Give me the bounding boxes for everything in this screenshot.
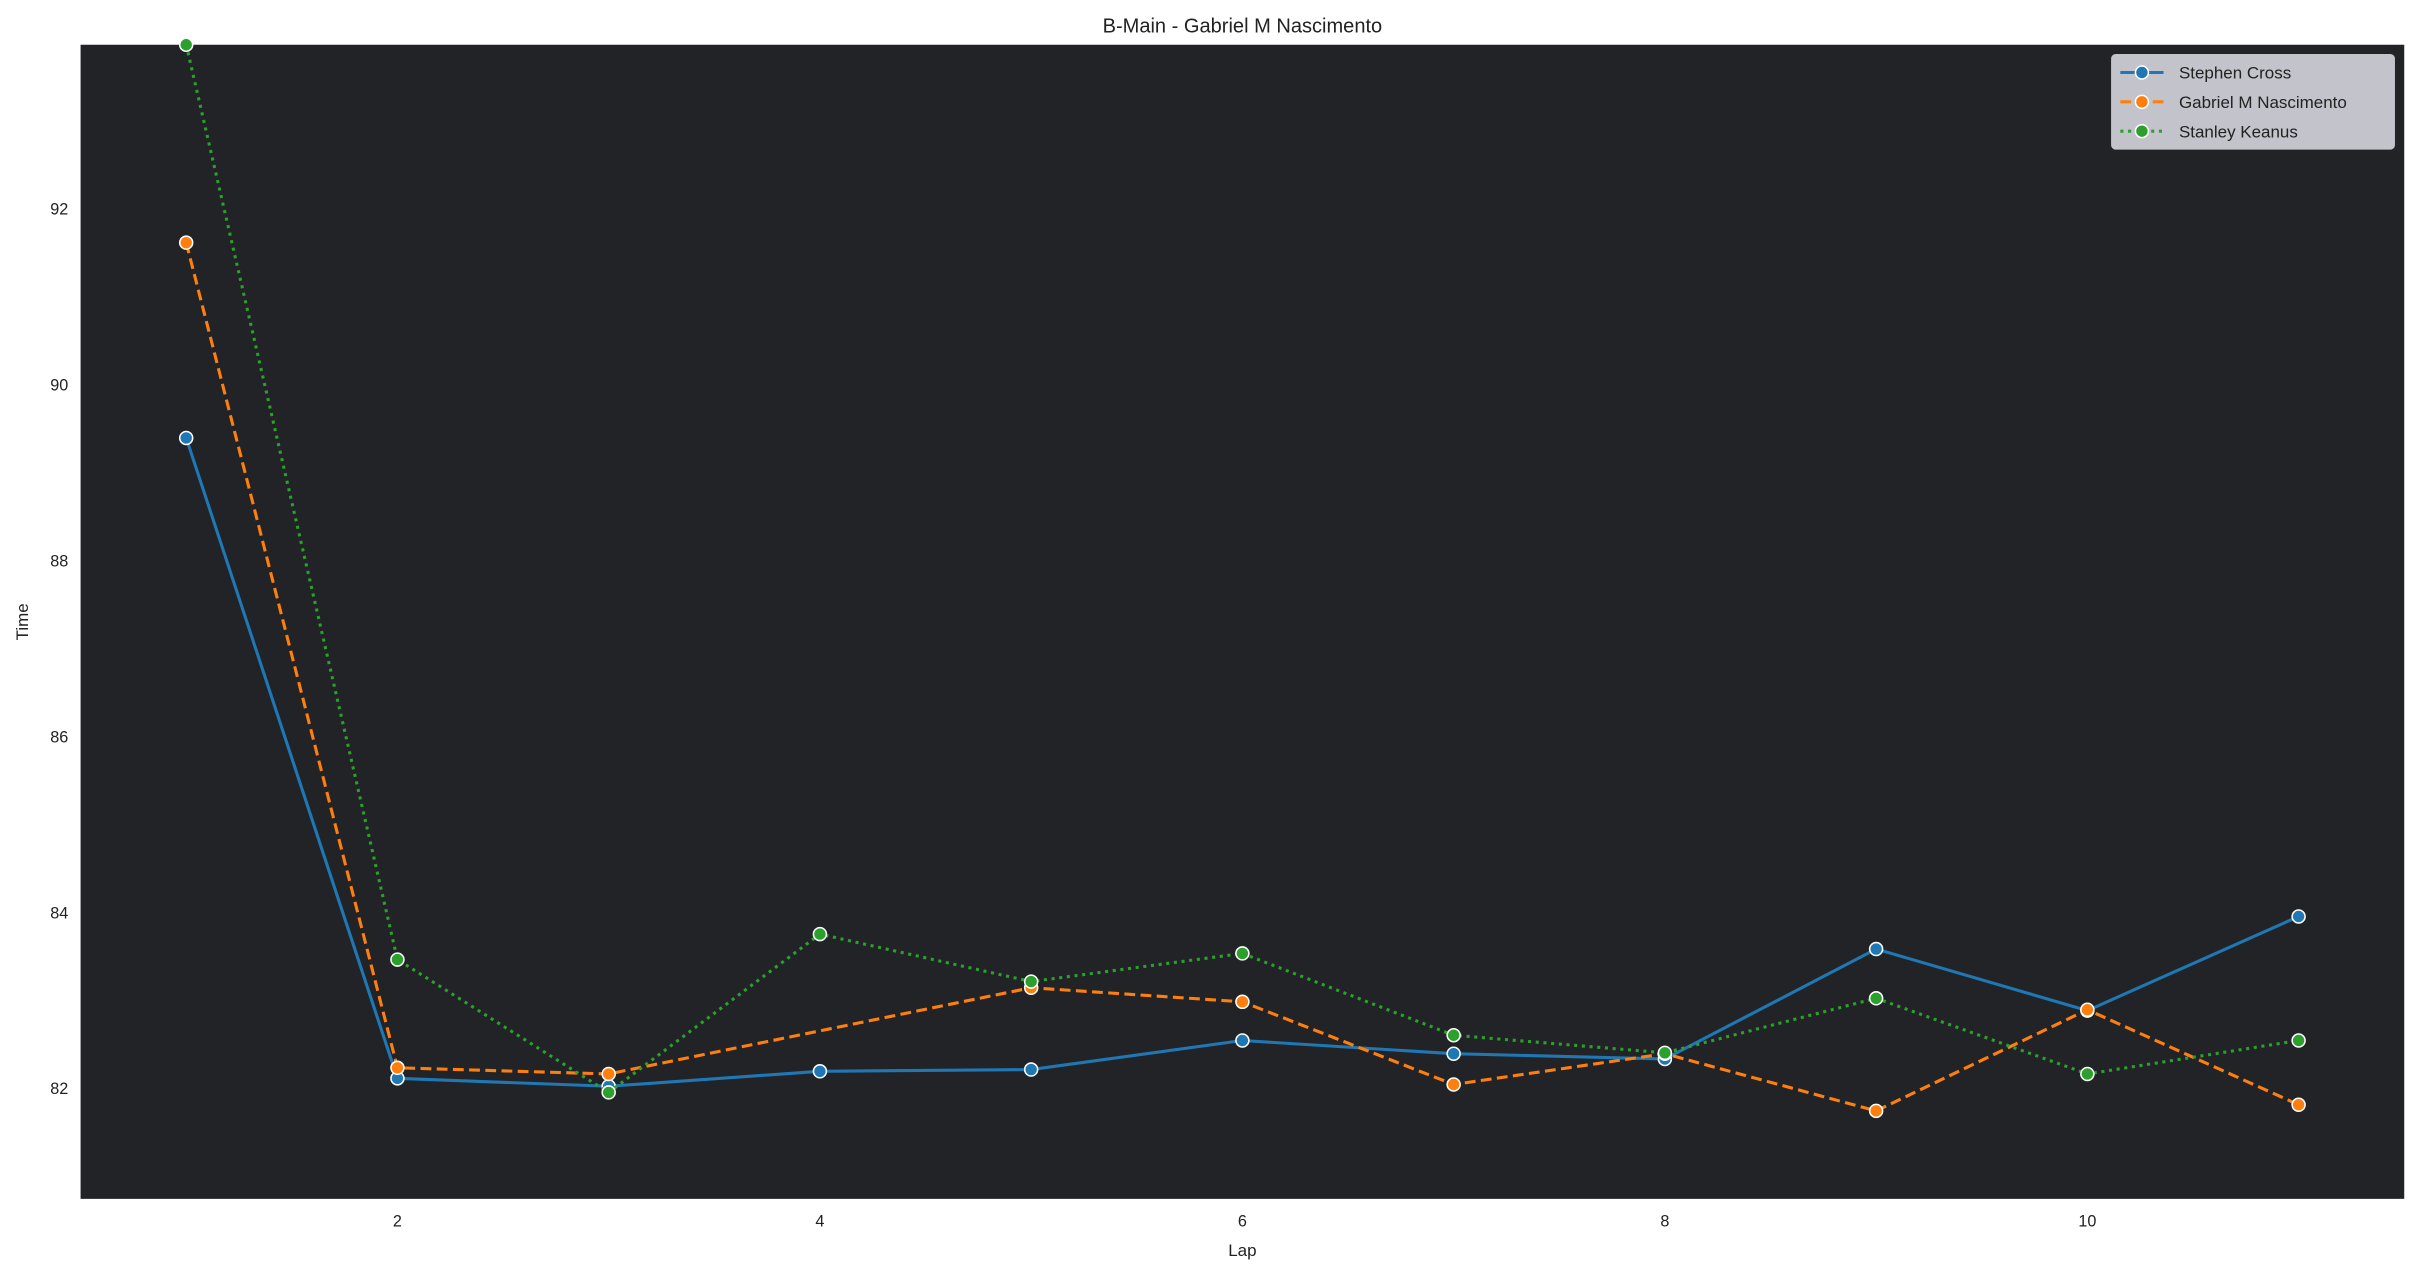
data-point-stanley-keanus	[1023, 974, 1039, 989]
data-point-stanley-keanus	[390, 952, 405, 967]
data-point-stephen-cross	[1023, 1062, 1039, 1077]
x-tick-label: 10	[2078, 1213, 2096, 1231]
data-point-stanley-keanus	[1868, 991, 1884, 1006]
legend-label-stephen-cross: Stephen Cross	[2179, 64, 2291, 83]
x-axis-label: Lap	[1228, 1241, 1256, 1260]
data-point-stanley-keanus	[1235, 946, 1250, 961]
x-tick-label: 8	[1660, 1213, 1669, 1231]
data-point-gabriel-m-nascimento	[601, 1066, 616, 1082]
data-point-stephen-cross	[178, 430, 194, 446]
data-point-stanley-keanus	[1446, 1027, 1461, 1043]
x-tick-label: 6	[1238, 1213, 1247, 1231]
data-point-stephen-cross	[1868, 941, 1884, 957]
series-stanley-keanus	[178, 37, 2306, 1100]
legend: Stephen Cross Gabriel M Nascimento Stanley…	[2111, 54, 2395, 150]
data-point-gabriel-m-nascimento	[2080, 1002, 2095, 1017]
legend-marker-stanley-keanus	[2134, 123, 2150, 139]
y-tick-label: 88	[50, 552, 68, 570]
data-point-stanley-keanus	[178, 37, 194, 52]
y-tick-label: 92	[50, 201, 68, 219]
data-point-gabriel-m-nascimento	[1446, 1077, 1461, 1092]
data-point-gabriel-m-nascimento	[1235, 994, 1250, 1010]
data-point-stephen-cross	[1235, 1033, 1250, 1048]
data-point-stanley-keanus	[812, 926, 828, 942]
y-tick-label: 86	[50, 728, 68, 746]
data-point-stanley-keanus	[601, 1085, 616, 1100]
legend-label-stanley-keanus: Stanley Keanus	[2179, 122, 2298, 141]
data-point-stephen-cross	[812, 1064, 828, 1079]
y-tick-label: 90	[50, 376, 68, 394]
legend-marker-gabriel-m-nascimento	[2134, 94, 2150, 110]
x-tick-label: 4	[815, 1213, 824, 1231]
data-point-gabriel-m-nascimento	[2291, 1097, 2306, 1112]
legend-marker-stephen-cross	[2134, 65, 2150, 80]
y-axis-label: Time	[13, 603, 32, 640]
legend-label-gabriel-m-nascimento: Gabriel M Nascimento	[2179, 93, 2347, 112]
data-point-stephen-cross	[1446, 1046, 1461, 1061]
data-point-gabriel-m-nascimento	[390, 1060, 405, 1076]
data-point-stanley-keanus	[2080, 1066, 2095, 1082]
chart-title: B-Main - Gabriel M Nascimento	[1103, 15, 1383, 37]
data-point-stanley-keanus	[1657, 1045, 1673, 1061]
y-tick-label: 82	[50, 1080, 68, 1098]
data-point-stephen-cross	[2291, 909, 2306, 924]
x-tick-label: 2	[393, 1213, 402, 1231]
data-point-gabriel-m-nascimento	[178, 235, 194, 250]
series-line-gabriel-m-nascimento	[184, 242, 2300, 1113]
data-point-gabriel-m-nascimento	[1868, 1103, 1884, 1119]
series-line-stanley-keanus	[184, 44, 2299, 1095]
data-point-stanley-keanus	[2291, 1033, 2306, 1048]
y-tick-label: 84	[50, 904, 68, 922]
